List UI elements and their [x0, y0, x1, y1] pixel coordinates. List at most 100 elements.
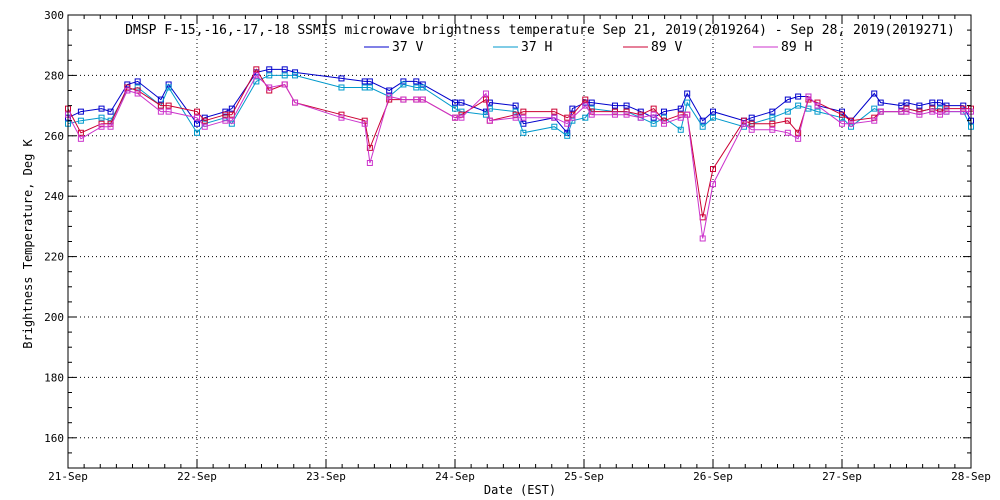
- data-point: [637, 108, 644, 115]
- series-89-v: [65, 66, 974, 221]
- data-point: [677, 111, 684, 118]
- data-point: [366, 144, 373, 151]
- data-point: [512, 108, 519, 115]
- series-37-v: [65, 66, 974, 136]
- data-point: [400, 81, 407, 88]
- data-point: [452, 105, 458, 112]
- data-point: [194, 114, 200, 121]
- data-point: [292, 99, 299, 106]
- data-point: [165, 108, 172, 115]
- data-point: [748, 126, 755, 133]
- data-point: [569, 105, 576, 112]
- data-point: [512, 114, 519, 121]
- data-point: [684, 90, 691, 97]
- data-point: [253, 66, 260, 73]
- series-line: [67, 74, 971, 239]
- y-tick-label: 260: [44, 130, 64, 143]
- data-point: [582, 102, 589, 109]
- y-tick-label: 300: [44, 9, 64, 22]
- data-point: [650, 120, 657, 127]
- data-point: [452, 99, 458, 106]
- data-point: [871, 117, 878, 124]
- data-point: [520, 108, 527, 115]
- plot-frame: [67, 14, 972, 469]
- data-point: [929, 99, 936, 106]
- data-point: [588, 111, 595, 118]
- data-point: [338, 111, 345, 118]
- data-point: [916, 108, 923, 115]
- x-tick-label: 26-Sep: [693, 470, 733, 483]
- data-point: [253, 72, 260, 79]
- x-tick-label: 27-Sep: [822, 470, 862, 483]
- data-point: [748, 120, 755, 127]
- data-point: [281, 66, 288, 73]
- data-point: [253, 78, 260, 85]
- data-point: [795, 135, 802, 142]
- data-point: [611, 102, 618, 109]
- data-point: [937, 111, 944, 118]
- data-point: [929, 108, 936, 115]
- data-point: [338, 75, 345, 82]
- data-point: [413, 96, 420, 103]
- data-point: [413, 78, 420, 85]
- data-point: [699, 123, 706, 130]
- data-point: [871, 90, 878, 97]
- data-point: [684, 99, 691, 106]
- data-point: [710, 181, 716, 188]
- data-point: [769, 108, 776, 115]
- y-axis-title: Brightness Temperature, Deg K: [21, 138, 35, 348]
- y-tick-label: 240: [44, 190, 64, 203]
- x-axis-title: Date (EST): [484, 483, 556, 497]
- data-point: [124, 81, 131, 88]
- data-point: [157, 102, 164, 109]
- data-point: [194, 108, 200, 115]
- x-tick-label: 28-Sep: [951, 470, 991, 483]
- data-point: [194, 129, 200, 136]
- data-point: [871, 105, 878, 112]
- series-layer: [65, 66, 974, 242]
- data-point: [77, 117, 84, 124]
- data-point: [400, 96, 407, 103]
- series-37-h: [65, 72, 974, 139]
- data-point: [134, 90, 141, 97]
- data-point: [77, 135, 84, 142]
- data-point: [650, 111, 657, 118]
- data-point: [699, 235, 706, 242]
- x-tick-label: 25-Sep: [564, 470, 604, 483]
- data-point: [795, 102, 802, 109]
- data-point: [366, 84, 373, 91]
- data-point: [623, 108, 630, 115]
- data-point: [784, 108, 791, 115]
- data-point: [784, 129, 791, 136]
- data-point: [486, 117, 493, 124]
- y-tick-label: 160: [44, 432, 64, 445]
- data-point: [201, 123, 208, 130]
- data-point: [839, 120, 845, 127]
- chart-title: DMSP F-15,-16,-17,-18 SSMIS microwave br…: [125, 23, 955, 38]
- data-point: [769, 126, 776, 133]
- data-point: [623, 102, 630, 109]
- data-point: [611, 108, 618, 115]
- x-tick-label: 23-Sep: [306, 470, 346, 483]
- data-point: [710, 114, 716, 121]
- data-point: [710, 166, 716, 173]
- data-point: [814, 102, 821, 109]
- data-point: [805, 93, 812, 100]
- data-point: [222, 111, 229, 118]
- data-point: [228, 117, 235, 124]
- axis-layer: 160 180 200 220 240 260 280 300 21-Sep 22-Sep 23-S…: [44, 9, 991, 483]
- series-89-h: [65, 72, 974, 242]
- data-point: [419, 84, 426, 91]
- legend: 37 V 37 H 89 V 89 H: [364, 40, 812, 55]
- data-point: [660, 120, 667, 127]
- data-point: [784, 117, 791, 124]
- data-point: [228, 120, 235, 127]
- data-point: [699, 117, 706, 124]
- data-point: [769, 120, 776, 127]
- data-point: [520, 129, 527, 136]
- data-point: [222, 117, 229, 124]
- data-point: [740, 120, 747, 127]
- data-point: [77, 129, 84, 136]
- data-point: [386, 87, 393, 94]
